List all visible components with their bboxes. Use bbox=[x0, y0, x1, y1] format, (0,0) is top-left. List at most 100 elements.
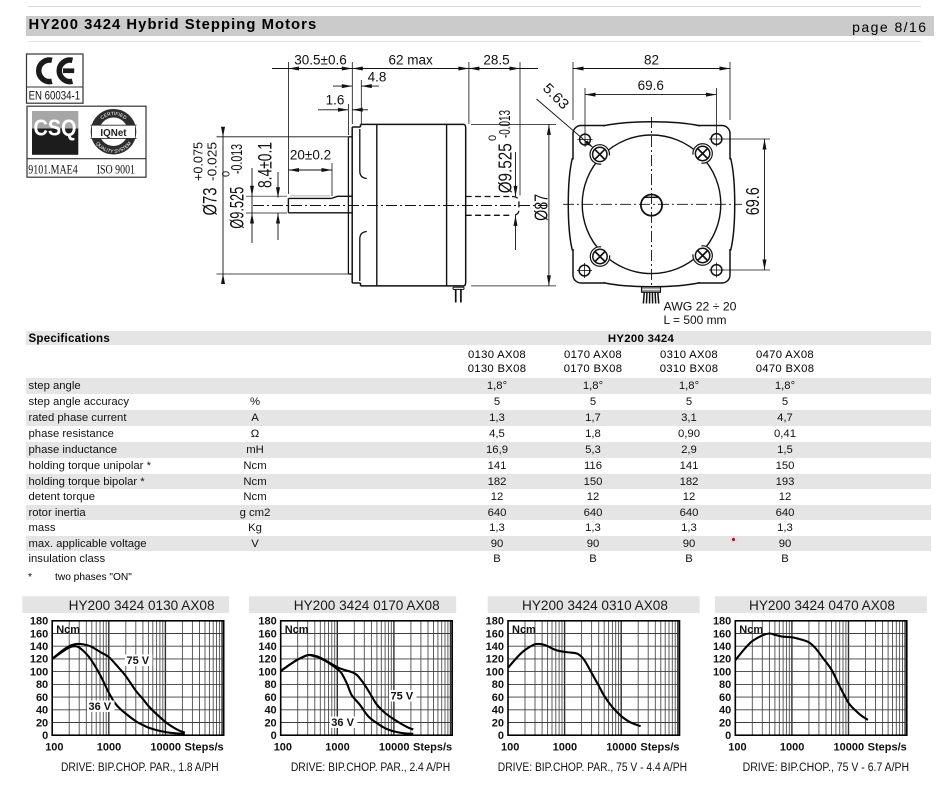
svg-text:100: 100 bbox=[274, 742, 292, 754]
svg-text:100: 100 bbox=[30, 666, 48, 678]
svg-text:10000: 10000 bbox=[606, 742, 637, 754]
svg-text:HY200 3424 0470 AX08: HY200 3424 0470 AX08 bbox=[749, 598, 895, 613]
svg-text:Ø9.525: Ø9.525 bbox=[228, 187, 249, 229]
svg-text:Ncm: Ncm bbox=[285, 624, 309, 636]
svg-text:Ncm: Ncm bbox=[56, 624, 80, 636]
svg-text:180: 180 bbox=[713, 616, 731, 628]
svg-text:Ncm: Ncm bbox=[739, 624, 763, 636]
svg-text:-0.013: -0.013 bbox=[229, 144, 246, 174]
svg-text:ISO 9001: ISO 9001 bbox=[97, 163, 135, 177]
svg-text:80: 80 bbox=[492, 679, 504, 691]
svg-text:36 V: 36 V bbox=[89, 701, 112, 713]
svg-text:10000: 10000 bbox=[150, 742, 181, 754]
svg-text:140: 140 bbox=[713, 641, 731, 653]
svg-text:Ncm: Ncm bbox=[512, 624, 536, 636]
svg-text:Steps/s: Steps/s bbox=[868, 742, 907, 754]
svg-text:9101.MAE4: 9101.MAE4 bbox=[28, 163, 78, 177]
svg-text:20: 20 bbox=[264, 717, 276, 729]
svg-text:CSQ: CSQ bbox=[34, 115, 77, 141]
svg-text:160: 160 bbox=[30, 628, 48, 640]
svg-text:AWG 22 ÷ 20: AWG 22 ÷ 20 bbox=[664, 300, 737, 314]
svg-text:180: 180 bbox=[486, 616, 504, 628]
svg-text:Steps/s: Steps/s bbox=[185, 742, 224, 754]
svg-text:100: 100 bbox=[45, 742, 63, 754]
svg-text:Ø9.525: Ø9.525 bbox=[494, 143, 515, 193]
svg-text:1000: 1000 bbox=[97, 742, 121, 754]
svg-text:69.6: 69.6 bbox=[742, 187, 763, 215]
svg-text:40: 40 bbox=[264, 705, 276, 717]
svg-text:IQNet: IQNet bbox=[100, 128, 127, 139]
svg-text:28.5: 28.5 bbox=[483, 53, 509, 68]
svg-text:1.6: 1.6 bbox=[326, 93, 345, 108]
svg-text:0: 0 bbox=[221, 171, 233, 177]
svg-text:80: 80 bbox=[719, 679, 731, 691]
svg-text:180: 180 bbox=[258, 616, 276, 628]
svg-text:120: 120 bbox=[713, 654, 731, 666]
svg-text:5.63: 5.63 bbox=[539, 81, 572, 114]
svg-text:HY200 3424 0130 AX08: HY200 3424 0130 AX08 bbox=[69, 598, 215, 613]
svg-text:80: 80 bbox=[264, 679, 276, 691]
svg-text:60: 60 bbox=[36, 692, 48, 704]
svg-text:EN 60034-1: EN 60034-1 bbox=[29, 90, 81, 102]
svg-text:20: 20 bbox=[719, 717, 731, 729]
svg-text:60: 60 bbox=[264, 692, 276, 704]
svg-text:20±0.2: 20±0.2 bbox=[290, 148, 331, 163]
svg-text:20: 20 bbox=[36, 717, 48, 729]
svg-text:10000: 10000 bbox=[379, 742, 410, 754]
svg-text:1000: 1000 bbox=[553, 742, 577, 754]
svg-text:100: 100 bbox=[501, 742, 519, 754]
svg-text:10000: 10000 bbox=[834, 742, 865, 754]
svg-text:HY200 3424 0170 AX08: HY200 3424 0170 AX08 bbox=[294, 598, 440, 613]
svg-text:40: 40 bbox=[492, 705, 504, 717]
svg-text:40: 40 bbox=[36, 705, 48, 717]
svg-text:69.6: 69.6 bbox=[638, 78, 664, 93]
svg-text:75 V: 75 V bbox=[127, 655, 150, 667]
svg-text:DRIVE: BIP.CHOP. PAR., 1.8 A/P: DRIVE: BIP.CHOP. PAR., 1.8 A/PH bbox=[61, 760, 219, 774]
svg-text:1000: 1000 bbox=[325, 742, 349, 754]
svg-text:Steps/s: Steps/s bbox=[413, 742, 452, 754]
svg-text:0: 0 bbox=[487, 135, 499, 141]
svg-text:0: 0 bbox=[42, 730, 48, 742]
svg-text:20: 20 bbox=[492, 717, 504, 729]
svg-text:Ø87: Ø87 bbox=[531, 194, 552, 221]
svg-text:-0.025: -0.025 bbox=[205, 142, 220, 181]
svg-text:L = 500 mm: L = 500 mm bbox=[664, 313, 727, 327]
svg-text:100: 100 bbox=[486, 666, 504, 678]
svg-text:60: 60 bbox=[492, 692, 504, 704]
svg-text:100: 100 bbox=[713, 666, 731, 678]
svg-text:160: 160 bbox=[258, 628, 276, 640]
svg-text:120: 120 bbox=[258, 654, 276, 666]
svg-text:62 max: 62 max bbox=[388, 53, 433, 68]
svg-text:75 V: 75 V bbox=[391, 691, 414, 703]
svg-text:0: 0 bbox=[725, 730, 731, 742]
svg-text:160: 160 bbox=[486, 628, 504, 640]
svg-text:CERTIFIED: CERTIFIED bbox=[99, 111, 127, 122]
svg-text:Steps/s: Steps/s bbox=[640, 742, 679, 754]
svg-text:1000: 1000 bbox=[780, 742, 804, 754]
svg-text:0: 0 bbox=[271, 730, 277, 742]
svg-text:160: 160 bbox=[713, 628, 731, 640]
svg-text:120: 120 bbox=[30, 654, 48, 666]
svg-text:120: 120 bbox=[486, 654, 504, 666]
svg-text:100: 100 bbox=[728, 742, 746, 754]
svg-text:HY200 3424 0310 AX08: HY200 3424 0310 AX08 bbox=[522, 598, 668, 613]
svg-text:+0.075: +0.075 bbox=[190, 142, 205, 181]
svg-text:30.5±0.6: 30.5±0.6 bbox=[294, 53, 346, 68]
svg-text:140: 140 bbox=[258, 641, 276, 653]
svg-text:36 V: 36 V bbox=[331, 717, 354, 729]
svg-text:0: 0 bbox=[498, 730, 504, 742]
svg-text:180: 180 bbox=[30, 616, 48, 628]
svg-text:80: 80 bbox=[36, 679, 48, 691]
svg-text:DRIVE: BIP.CHOP. PAR., 2.4 A/P: DRIVE: BIP.CHOP. PAR., 2.4 A/PH bbox=[291, 760, 450, 774]
svg-text:40: 40 bbox=[719, 705, 731, 717]
svg-text:140: 140 bbox=[30, 641, 48, 653]
svg-text:82: 82 bbox=[644, 53, 659, 68]
svg-text:8.4±0.1: 8.4±0.1 bbox=[255, 142, 276, 188]
svg-text:100: 100 bbox=[258, 666, 276, 678]
svg-text:140: 140 bbox=[486, 641, 504, 653]
svg-text:DRIVE: BIP.CHOP., 75 V - 6.7 A: DRIVE: BIP.CHOP., 75 V - 6.7 A/PH bbox=[743, 760, 910, 774]
svg-text:DRIVE: BIP.CHOP. PAR., 75 V -: DRIVE: BIP.CHOP. PAR., 75 V - 4.4 A/PH bbox=[498, 760, 687, 774]
svg-text:60: 60 bbox=[719, 692, 731, 704]
svg-text:4.8: 4.8 bbox=[368, 70, 387, 85]
svg-text:Ø73: Ø73 bbox=[201, 188, 222, 216]
